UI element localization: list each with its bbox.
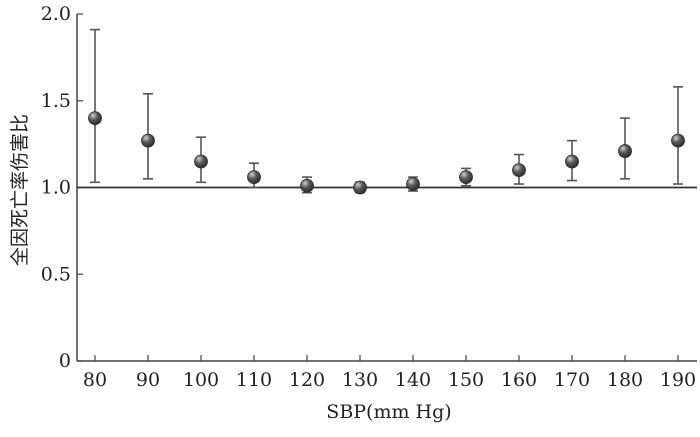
data-point: [247, 170, 261, 184]
x-tick-label: 100: [183, 369, 219, 391]
x-tick-label: 130: [342, 369, 378, 391]
markers: [88, 111, 685, 195]
tick-labels: 0 0.5 1.0 1.5 2.0 80 90 100 110 120 130 140 150 160 17…: [41, 3, 696, 391]
data-point: [406, 177, 420, 191]
y-tick-label: 0: [59, 350, 71, 372]
x-tick-label: 170: [554, 369, 590, 391]
y-tick-label: 1.5: [41, 90, 71, 112]
data-point: [671, 133, 685, 148]
x-tick-label: 80: [83, 369, 107, 391]
x-tick-label: 150: [448, 369, 484, 391]
data-point: [300, 178, 314, 193]
x-tick-label: 110: [236, 369, 272, 391]
errorbar: [90, 28, 100, 184]
data-point: [141, 133, 155, 148]
data-point: [88, 111, 102, 125]
errorbars: [90, 28, 683, 194]
data-point: [353, 180, 367, 195]
y-tick-label: 0.5: [41, 263, 71, 285]
x-tick-label: 140: [395, 369, 431, 391]
y-axis-title: 全因死亡率伤害比: [9, 114, 31, 266]
x-tick-label: 190: [660, 369, 696, 391]
x-tick-label: 120: [289, 369, 325, 391]
x-tick-label: 90: [136, 369, 160, 391]
data-point: [512, 163, 526, 178]
data-point: [565, 154, 579, 169]
x-axis-title: SBP(mm Hg): [326, 401, 451, 423]
data-point: [459, 170, 473, 184]
x-tick-label: 160: [501, 369, 537, 391]
y-tick-label: 1.0: [41, 177, 71, 199]
x-tick-label: 180: [607, 369, 643, 391]
data-point: [194, 154, 208, 169]
y-tick-label: 2.0: [41, 3, 71, 25]
data-point: [618, 144, 632, 158]
